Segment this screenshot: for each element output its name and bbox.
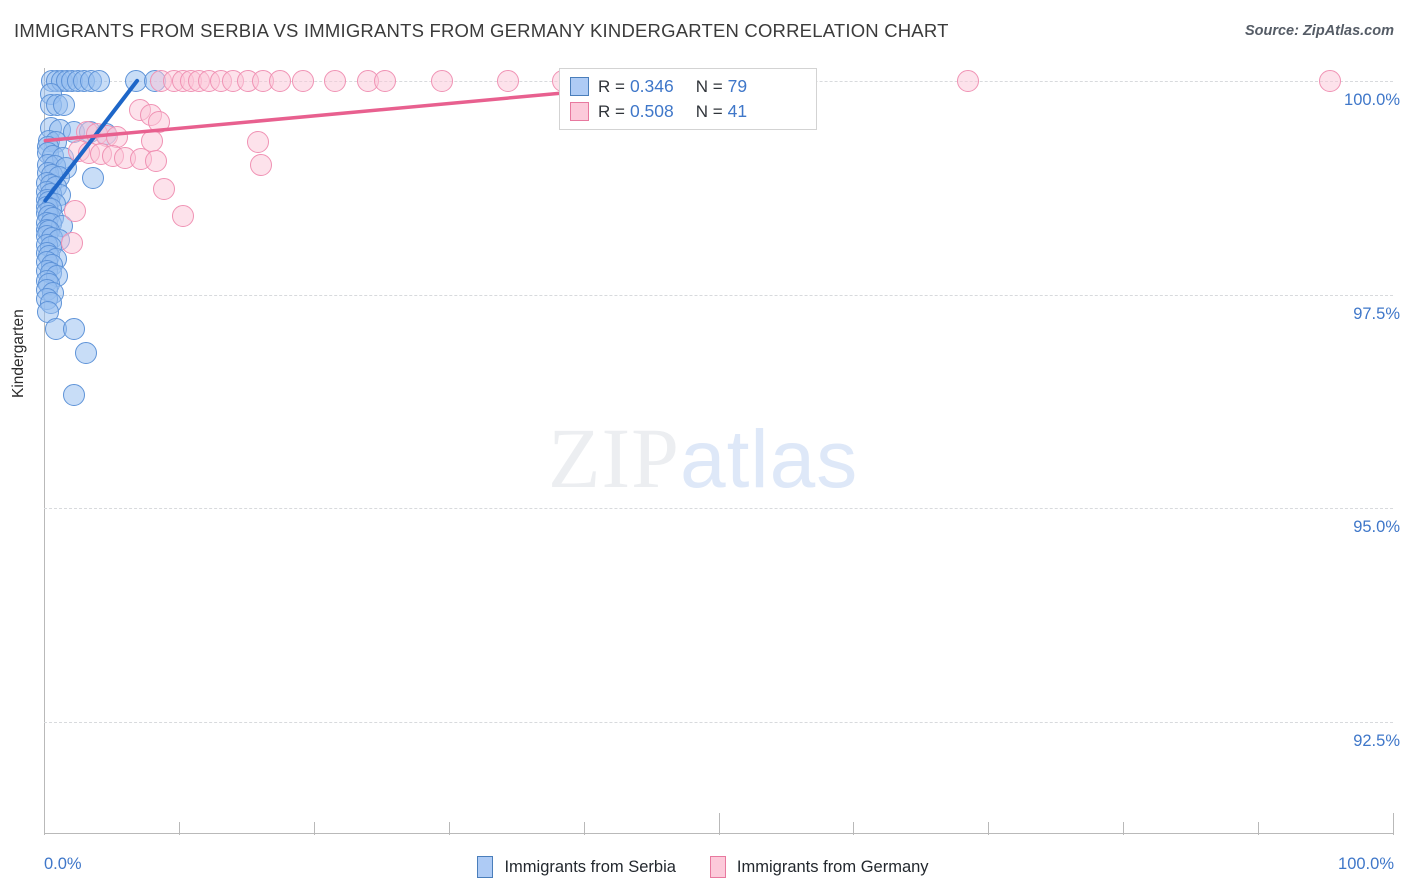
n-label-germany: N = xyxy=(695,101,723,121)
swatch-serbia-icon xyxy=(570,77,589,96)
x-axis-tick xyxy=(313,822,315,835)
data-point-serbia xyxy=(53,93,76,116)
x-axis-tick xyxy=(718,813,720,835)
n-value-serbia: 79 xyxy=(727,76,748,96)
x-axis-min-label: 0.0% xyxy=(44,855,82,873)
series-legend: Immigrants from Serbia Immigrants from G… xyxy=(0,850,1406,884)
plot-area: ZIPatlas xyxy=(35,68,1393,833)
r-value-serbia: 0.346 xyxy=(629,76,674,96)
x-axis-tick xyxy=(44,813,45,835)
x-axis-tick xyxy=(853,822,855,835)
stats-row-germany: R = 0.508 N = 41 xyxy=(570,99,806,124)
x-axis-tick xyxy=(583,822,585,835)
y-axis-line xyxy=(44,68,45,833)
gridline xyxy=(44,294,1393,296)
data-point-germany xyxy=(1318,69,1341,92)
y-axis-tick-label: 100.0% xyxy=(1344,90,1400,109)
x-axis-max-label: 100.0% xyxy=(1338,855,1394,873)
data-point-germany xyxy=(269,69,292,92)
r-value-germany: 0.508 xyxy=(629,101,674,121)
watermark-atlas: atlas xyxy=(680,414,859,505)
data-point-serbia xyxy=(62,384,85,407)
legend-swatch-germany-icon xyxy=(709,856,726,878)
x-axis-tick xyxy=(1258,822,1260,835)
x-axis-tick xyxy=(178,822,180,835)
watermark: ZIPatlas xyxy=(548,408,858,508)
data-point-serbia xyxy=(74,341,97,364)
stats-row-serbia: R = 0.346 N = 79 xyxy=(570,74,806,99)
data-point-serbia xyxy=(88,69,111,92)
y-axis-tick-label: 92.5% xyxy=(1353,731,1400,750)
x-axis-tick xyxy=(448,822,450,835)
stats-legend: R = 0.346 N = 79 R = 0.508 N = 41 xyxy=(559,68,817,130)
data-point-germany xyxy=(153,177,176,200)
data-point-germany xyxy=(374,69,397,92)
n-value-germany: 41 xyxy=(727,101,748,121)
y-axis-tick-label: 97.5% xyxy=(1353,304,1400,323)
data-point-germany xyxy=(250,153,273,176)
y-axis-tick-label: 95.0% xyxy=(1353,518,1400,537)
r-label-germany: R = xyxy=(598,101,625,121)
n-label-serbia: N = xyxy=(695,76,723,96)
data-point-germany xyxy=(171,204,194,227)
data-point-germany xyxy=(144,150,167,173)
data-point-serbia xyxy=(62,317,85,340)
r-label-serbia: R = xyxy=(598,76,625,96)
legend-item-serbia[interactable]: Immigrants from Serbia xyxy=(477,856,676,878)
swatch-germany-icon xyxy=(570,102,589,121)
legend-label-germany: Immigrants from Germany xyxy=(736,857,929,876)
x-axis-tick xyxy=(1393,813,1394,835)
data-point-germany xyxy=(292,69,314,92)
x-axis-tick xyxy=(1123,822,1125,835)
legend-label-serbia: Immigrants from Serbia xyxy=(504,857,676,876)
x-axis-tick xyxy=(988,822,990,835)
y-axis-title: Kindergarten xyxy=(10,309,27,398)
data-point-germany xyxy=(957,69,980,92)
data-point-germany xyxy=(430,69,453,92)
gridline xyxy=(44,508,1393,510)
data-point-germany xyxy=(497,69,520,92)
watermark-zip: ZIP xyxy=(548,410,680,506)
data-point-germany xyxy=(64,199,87,222)
source-attribution: Source: ZipAtlas.com xyxy=(1244,23,1394,39)
legend-swatch-serbia-icon xyxy=(477,856,494,878)
data-point-germany xyxy=(247,131,270,154)
gridline xyxy=(44,721,1393,723)
data-point-serbia xyxy=(81,167,104,190)
data-point-germany xyxy=(61,232,84,255)
data-point-germany xyxy=(324,69,347,92)
legend-item-germany[interactable]: Immigrants from Germany xyxy=(709,856,929,878)
page-title: IMMIGRANTS FROM SERBIA VS IMMIGRANTS FRO… xyxy=(14,20,949,41)
